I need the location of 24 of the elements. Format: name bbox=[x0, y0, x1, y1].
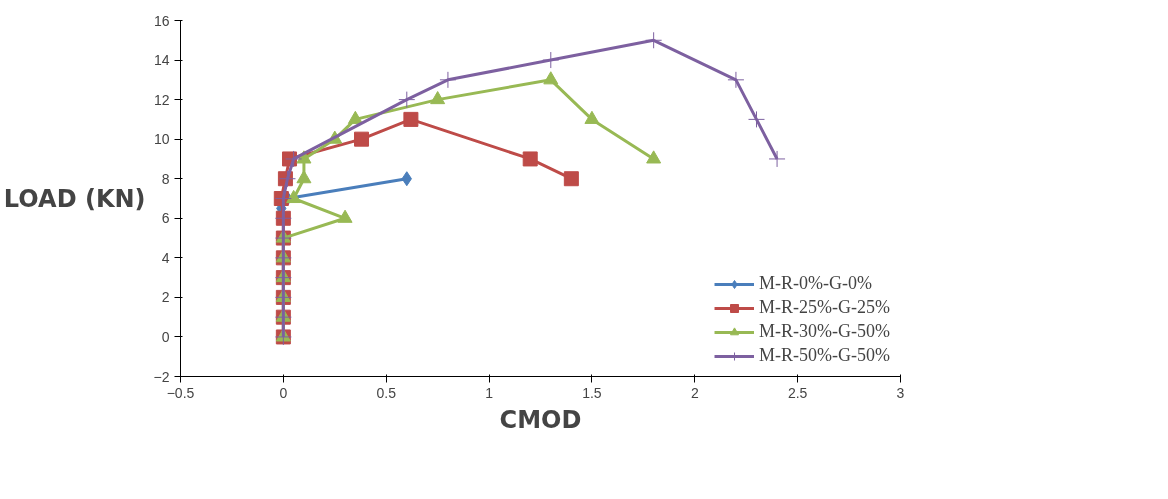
legend-label: M-R-50%-G-50% bbox=[759, 345, 890, 366]
y-tick-label: 2 bbox=[161, 289, 170, 306]
y-tick-label: 10 bbox=[153, 131, 170, 148]
x-tick-label: 1.5 bbox=[582, 384, 602, 401]
x-tick-label: −0.5 bbox=[166, 384, 195, 401]
legend-label: M-R-30%-G-50% bbox=[759, 321, 890, 342]
x-tick-label: 2.5 bbox=[787, 384, 808, 401]
legend-label: M-R-25%-G-25% bbox=[759, 297, 890, 318]
y-tick-label: −2 bbox=[153, 368, 170, 385]
y-tick-label: 4 bbox=[161, 249, 170, 266]
y-tick-label: 12 bbox=[153, 91, 170, 108]
x-tick-label: 2 bbox=[690, 384, 699, 401]
y-tick-label: 0 bbox=[161, 328, 170, 345]
legend-label: M-R-0%-G-0% bbox=[759, 273, 872, 294]
y-tick-label: 14 bbox=[153, 52, 170, 69]
x-tick-label: 0 bbox=[279, 384, 288, 401]
x-tick-label: 3 bbox=[896, 384, 905, 401]
x-axis-title: CMOD bbox=[499, 405, 582, 434]
y-axis-title: LOAD (KN) bbox=[3, 184, 146, 213]
y-tick-label: 16 bbox=[153, 12, 170, 29]
x-tick-label: 1 bbox=[485, 384, 494, 401]
y-tick-label: 8 bbox=[161, 170, 170, 187]
x-tick-label: 0.5 bbox=[376, 384, 397, 401]
y-tick-label: 6 bbox=[161, 210, 170, 227]
